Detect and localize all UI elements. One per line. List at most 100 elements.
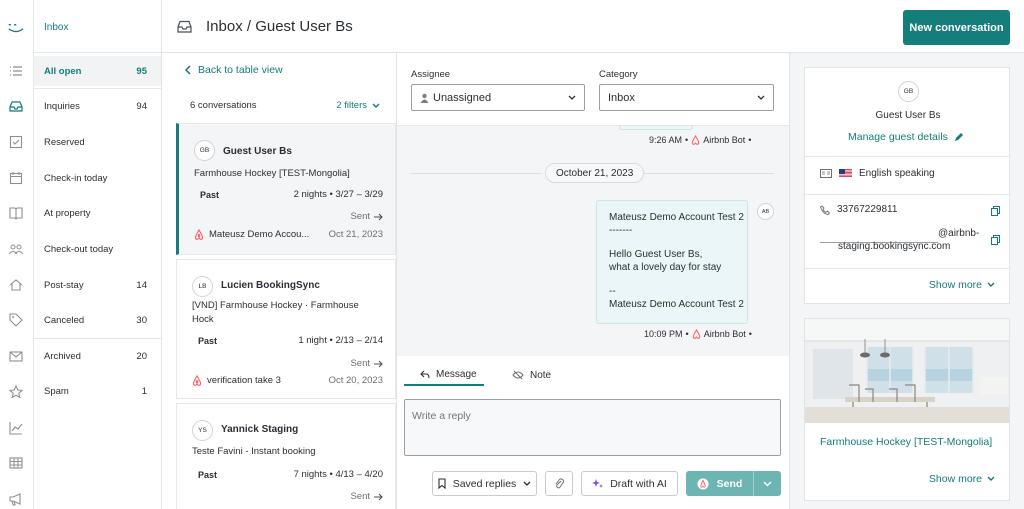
conversation-card[interactable]: LB Lucien BookingSync [VND] Farmhouse Ho… [176,259,396,399]
new-conversation-button[interactable]: New conversation [903,10,1010,45]
nav-item-inquiries[interactable]: Inquiries 94 [34,91,161,121]
send-options-caret[interactable] [754,471,781,496]
property-photo[interactable] [805,319,1009,423]
nav-item-post-stay[interactable]: Post-stay 14 [34,270,161,300]
divider [805,156,1011,157]
send-main[interactable]: Send [686,471,754,496]
message-time: 9:26 AM [649,135,683,145]
nav-label: Check-out today [44,243,114,255]
nav-item-all-open[interactable]: All open 95 [34,56,161,86]
nav-label: Canceled [44,314,85,326]
chevron-down-icon [523,481,531,486]
nav-item-archived[interactable]: Archived 20 [34,341,161,371]
property-card: Farmhouse Hockey [TEST-Mongolia] Show mo… [804,318,1010,501]
send-button[interactable]: Send [686,471,781,496]
nav-label: Spam [44,385,69,397]
chevron-down-icon [987,282,995,287]
nav-count: 30 [136,314,147,326]
tab-note[interactable]: Note [512,364,551,386]
copy-icon[interactable] [991,206,1000,216]
filters-dropdown[interactable]: 2 filters [336,100,380,111]
home-icon[interactable] [8,277,24,293]
logo-icon[interactable] [8,20,24,36]
manage-guest-link[interactable]: Manage guest details [848,131,964,143]
nav-item-check-in-today[interactable]: Check-in today [34,163,161,193]
conversation-card[interactable]: GB Guest User Bs Farmhouse Hockey [TEST-… [176,123,396,255]
message-date: Oct 21, 2023 [328,229,383,240]
list-icon[interactable] [8,63,24,79]
tab-label: Note [530,369,552,381]
separator: • [748,135,752,145]
draft-with-ai-button[interactable]: Draft with AI [581,471,678,496]
assignee-value-wrap: Unassigned [420,92,491,104]
saved-replies-button[interactable]: Saved replies [432,471,537,496]
icon-rail [0,0,34,509]
star-icon[interactable] [8,384,24,400]
chevron-down-icon [763,481,772,486]
reply-input[interactable] [404,399,781,456]
tab-message[interactable]: Message [404,364,484,386]
chart-icon[interactable] [8,420,24,436]
nav-count: 94 [136,100,147,112]
category-value: Inbox [608,91,635,104]
checkbox-icon[interactable] [8,134,24,150]
guest-name: Guest User Bs [875,110,941,121]
chevron-down-icon [372,103,380,108]
last-message-text: verification take 3 [207,375,281,386]
us-flag-icon [839,169,852,178]
megaphone-icon[interactable] [8,491,24,507]
stay-info: 2 nights • 3/27 – 3/29 [293,189,383,200]
nav-count: 20 [136,350,147,362]
guest-show-more[interactable]: Show more [929,279,995,291]
conversation-card[interactable]: YS Yannick Staging Teste Favini - Instan… [176,403,396,509]
nav-item-reserved[interactable]: Reserved [34,127,161,157]
users-icon[interactable] [8,241,24,257]
property-link[interactable]: Farmhouse Hockey [TEST-Mongolia] [820,436,993,448]
message-line: Mateusz Demo Account Test 2 [609,212,744,223]
mail-icon[interactable] [8,348,24,364]
chevron-down-icon [987,476,995,481]
tag-icon[interactable] [8,312,24,328]
back-to-table-link[interactable]: Back to table view [184,64,283,76]
attach-button[interactable] [545,471,573,496]
separator: • [685,135,689,145]
message-line [609,237,747,248]
nav-divider [34,88,161,89]
conversation-count: 6 conversations [190,100,257,111]
calendar-icon[interactable] [8,170,24,186]
nav-header: Inbox [34,0,161,53]
phone-row: 33767229811 [820,204,897,215]
message-time: 10:09 PM [644,329,683,339]
phone-icon [820,204,830,215]
phone-number: 33767229811 [837,204,898,215]
property-show-more[interactable]: Show more [929,473,995,485]
book-icon[interactable] [8,205,24,221]
inbox-icon[interactable] [8,98,24,114]
stay-info: 7 nights • 4/13 – 4/20 [293,469,383,480]
airbnb-icon [692,135,700,145]
nav-item-canceled[interactable]: Canceled 30 [34,305,161,335]
message-line [609,274,747,285]
grid-icon[interactable] [8,455,24,471]
category-select[interactable]: Inbox [599,84,774,111]
nav-item-spam[interactable]: Spam 1 [34,376,161,406]
sent-status: Sent [350,358,383,369]
avatar: YS [192,420,213,441]
property-name: [VND] Farmhouse Hockey · Farmhouse Hock [192,300,359,325]
nav-item-check-out-today[interactable]: Check-out today [34,234,161,264]
nav-label: All open [44,65,82,77]
show-more-label: Show more [928,473,982,485]
message-bubble: Mateusz Demo Account Test 2 ------- Hell… [596,200,748,324]
bookmark-icon [438,478,446,489]
last-message: Mateusz Demo Accou... [194,229,309,240]
nav-label: Check-in today [44,172,108,184]
assignee-select[interactable]: Unassigned [411,84,585,111]
user-icon [420,93,429,103]
message-date: Oct 20, 2023 [328,375,383,386]
nav-item-at-property[interactable]: At property [34,198,161,228]
top-bar: Inbox / Guest User Bs New conversation [162,0,1024,53]
message-thread: 9:26 AM • Airbnb Bot • October 21, 2023 Ma… [397,126,789,356]
chevron-left-icon [184,65,191,75]
copy-icon[interactable] [991,235,1000,245]
separator: • [748,329,752,339]
